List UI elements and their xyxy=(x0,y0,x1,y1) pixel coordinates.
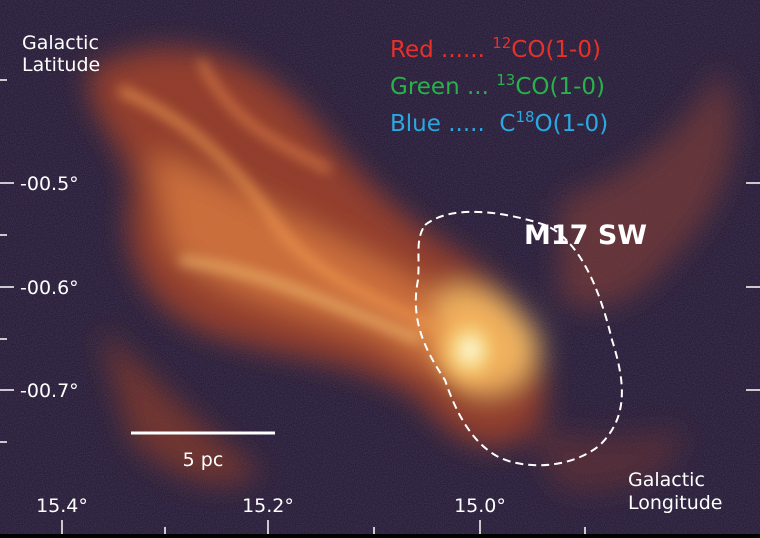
legend-text: Blue ..... C xyxy=(390,111,515,137)
y-tick-label: -00.6° xyxy=(20,277,79,299)
legend-text: CO(1-0) xyxy=(511,37,601,63)
legend-text: O(1-0) xyxy=(535,111,609,137)
y-tick-label: -00.7° xyxy=(20,380,79,402)
x-tick-label: 15.4° xyxy=(36,495,88,517)
legend-text: CO(1-0) xyxy=(515,74,605,100)
legend-entry: Blue ..... C18O(1-0) xyxy=(390,108,608,137)
superscript: 18 xyxy=(515,108,534,126)
x-tick-label: 15.2° xyxy=(242,495,294,517)
region-label: M17 SW xyxy=(524,220,647,251)
superscript: 13 xyxy=(496,71,515,89)
y-tick-label: -00.5° xyxy=(20,173,79,195)
legend-text: Green ... xyxy=(390,74,496,100)
scale-bar-label: 5 pc xyxy=(183,449,224,471)
sky-image: GalacticLatitude -00.5° -00.6° -00.7° 15.4… xyxy=(0,0,760,534)
legend-text: Red ...... xyxy=(390,37,492,63)
superscript: 12 xyxy=(492,34,511,52)
x-tick-label: 15.0° xyxy=(454,495,506,517)
